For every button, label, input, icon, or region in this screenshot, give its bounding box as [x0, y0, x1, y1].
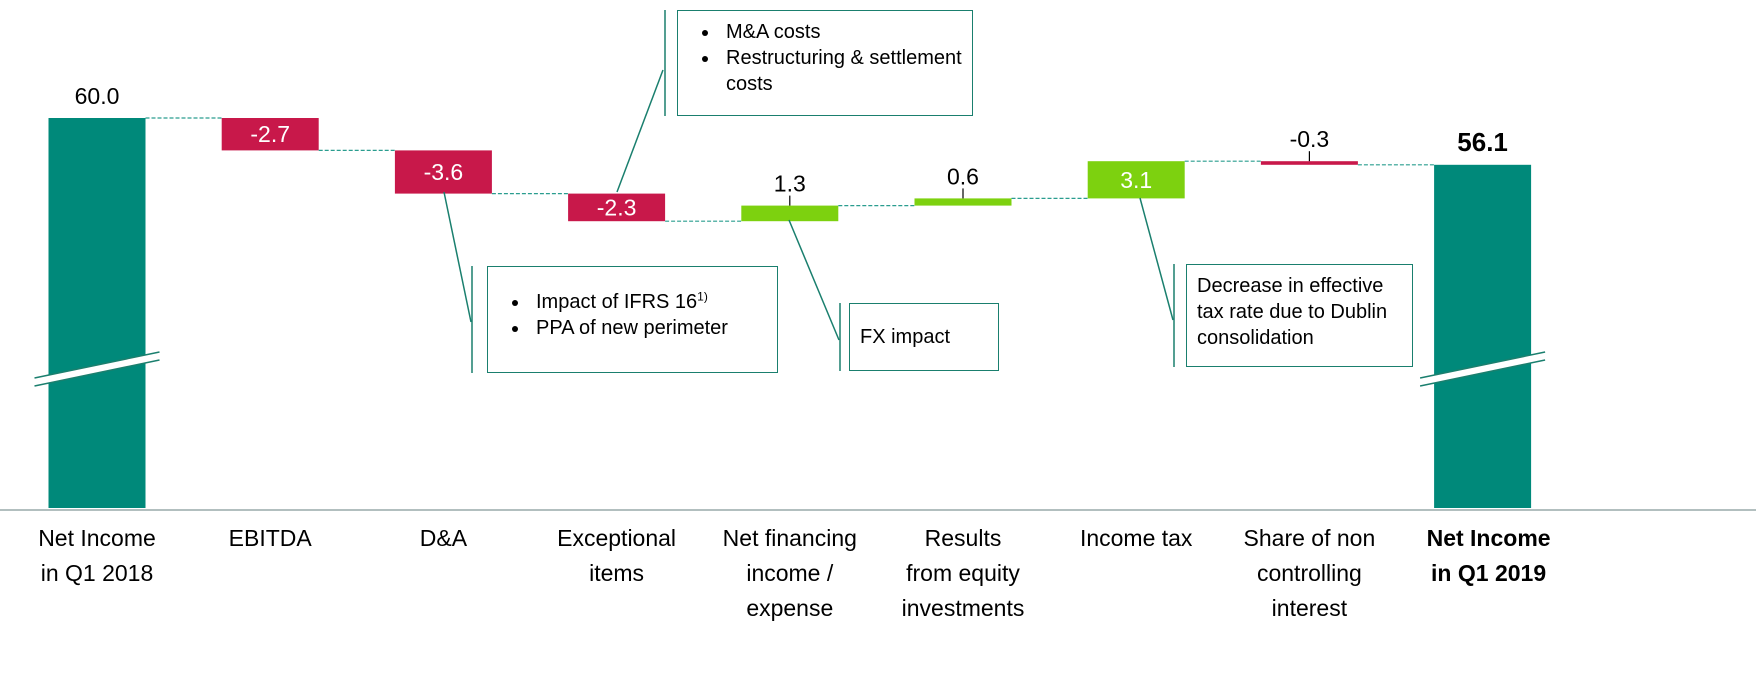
annotation-leader	[616, 69, 664, 193]
bar	[1087, 161, 1185, 199]
footnote-mark: 1)	[697, 289, 708, 304]
annotation-item: Impact of IFRS 161)	[530, 289, 767, 315]
annotation-box: M&A costs Restructuring & settlement cost…	[677, 10, 973, 116]
value-label: 1.3	[774, 171, 806, 197]
axis-break-line	[1419, 359, 1546, 387]
axis-break-line	[34, 351, 160, 379]
value-label: 56.1	[1457, 127, 1508, 157]
value-label: 0.6	[947, 163, 979, 189]
value-label: -3.6	[424, 159, 464, 185]
annotation-item: M&A costs	[720, 19, 962, 45]
annotation-text: Decrease in effective tax rate due to Du…	[1197, 275, 1388, 349]
annotation-list: Impact of IFRS 161)PPA of new perimeter	[498, 289, 767, 341]
annotation-text: M&A costs	[726, 21, 821, 43]
bar	[568, 193, 666, 222]
annotation-leader	[443, 191, 472, 323]
annotation-box: Impact of IFRS 161)PPA of new perimeter	[487, 266, 778, 373]
category-label: Income tax	[1080, 525, 1193, 551]
category-label: Net financing income / expense	[723, 525, 857, 621]
annotation-leader	[1139, 197, 1174, 321]
annotation-item: Restructuring & settlement costs	[720, 45, 962, 97]
axis-break	[34, 352, 160, 386]
bar	[914, 198, 1012, 206]
value-label: -2.3	[597, 194, 637, 220]
annotation-text: Impact of IFRS 16	[536, 291, 698, 313]
category-label: EBITDA	[229, 525, 313, 551]
value-label: -2.7	[250, 121, 290, 147]
annotation-text: Restructuring & settlement costs	[726, 47, 962, 95]
annotation-text: FX impact	[860, 326, 951, 348]
bar	[1260, 161, 1358, 165]
category-label: Exceptional items	[557, 525, 676, 586]
annotation-leader	[788, 219, 840, 341]
value-label: 3.1	[1120, 167, 1152, 193]
annotation-box: FX impact	[849, 303, 999, 371]
value-label: -0.3	[1290, 126, 1330, 152]
axis-break	[1420, 352, 1546, 386]
category-label: D&A	[420, 525, 468, 551]
category-label: Net Income in Q1 2018	[38, 525, 156, 586]
category-label: Share of non controlling interest	[1244, 525, 1376, 621]
bar	[1434, 164, 1532, 509]
bar	[221, 118, 319, 151]
annotation-text: PPA of new perimeter	[536, 317, 728, 339]
bar	[741, 205, 839, 222]
annotation-item: PPA of new perimeter	[530, 315, 767, 341]
axis-break-line	[1419, 351, 1546, 379]
category-label: Net Income in Q1 2019	[1427, 525, 1551, 586]
category-label: Results from equity investments	[902, 525, 1025, 621]
bar	[394, 150, 492, 194]
annotation-box: Decrease in effective tax rate due to Du…	[1186, 264, 1413, 367]
annotation-list: M&A costs Restructuring & settlement cost…	[688, 19, 962, 97]
value-label: 60.0	[75, 83, 120, 109]
bar	[48, 118, 146, 508]
axis-break-line	[34, 359, 160, 387]
